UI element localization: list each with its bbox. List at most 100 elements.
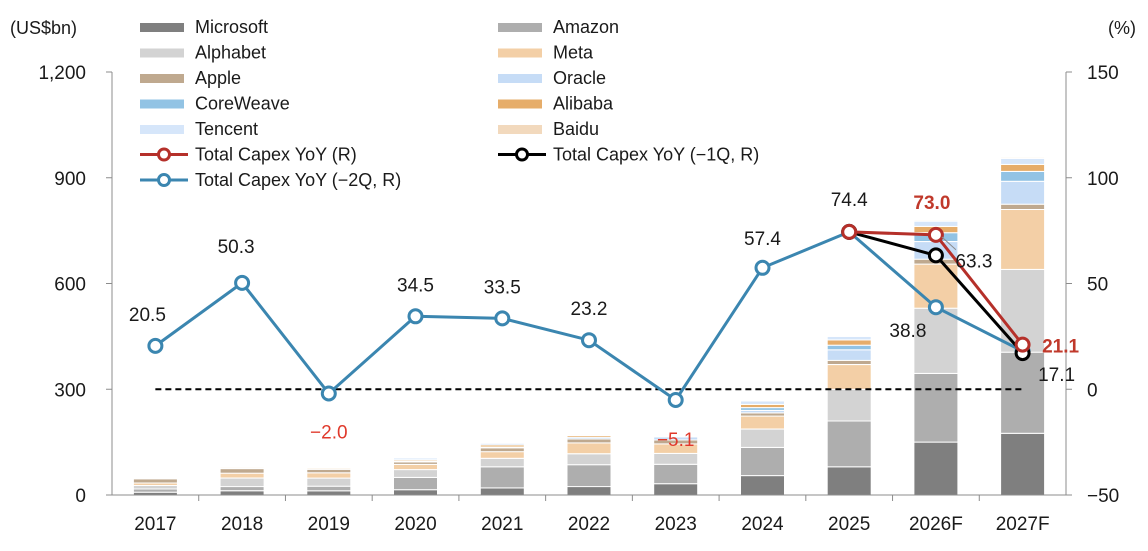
- left-tick-label: 1,200: [38, 63, 86, 84]
- legend-label-alibaba: Alibaba: [553, 94, 614, 114]
- data-label-2026f-9: 73.0: [913, 193, 950, 214]
- left-tick-label: 900: [54, 169, 86, 190]
- x-tick-label-2019: 2019: [308, 514, 350, 535]
- bar-meta-2018: [220, 473, 264, 478]
- bar-alphabet-2018: [220, 478, 264, 487]
- bar-alphabet-2025: [827, 389, 871, 421]
- point-total-capex-yoy-2q-r-2019: [322, 387, 335, 400]
- legend-item-apple: Apple: [140, 68, 241, 88]
- x-tick-label-2021: 2021: [481, 514, 523, 535]
- left-tick-label: 600: [54, 275, 86, 296]
- bar-microsoft-2024: [741, 476, 785, 495]
- bar-alphabet-2019: [307, 478, 351, 486]
- legend-swatch-alphabet: [140, 49, 184, 58]
- bar-alphabet-2023: [654, 453, 698, 464]
- data-label-2024-7: 57.4: [744, 229, 781, 250]
- legend-label-total-capex-yoy-1q-r: Total Capex YoY (−1Q, R): [553, 145, 759, 165]
- bar-oracle-2027f: [1001, 181, 1045, 204]
- x-tick-label-2024: 2024: [741, 514, 784, 535]
- data-label-2022-5: 23.2: [571, 299, 608, 320]
- legend-item-baidu: Baidu: [498, 119, 599, 139]
- x-tick-label-2023: 2023: [655, 514, 697, 535]
- legend-label-apple: Apple: [195, 68, 241, 88]
- bar-amazon-2026f: [914, 373, 958, 442]
- data-label-2018-1: 50.3: [218, 237, 255, 258]
- bar-alphabet-2021: [480, 458, 524, 467]
- legend-swatch-apple: [140, 74, 184, 83]
- bar-oracle-2025: [827, 350, 871, 361]
- bar-meta-2020: [394, 464, 438, 469]
- legend-item-meta: Meta: [498, 43, 594, 63]
- bar-baidu-2024: [741, 400, 785, 401]
- data-label-2017-0: 20.5: [129, 305, 166, 326]
- legend-label-microsoft: Microsoft: [195, 17, 268, 37]
- bar-apple-2017: [133, 479, 177, 483]
- right-tick-label: −50: [1087, 486, 1119, 507]
- data-label-2027f-13: 17.1: [1038, 365, 1075, 386]
- bar-tencent-2025: [827, 336, 871, 340]
- bar-tencent-2026f: [914, 221, 958, 226]
- legend-label-coreweave: CoreWeave: [195, 94, 290, 114]
- legend-item-microsoft: Microsoft: [140, 17, 268, 37]
- bar-apple-2025: [827, 360, 871, 364]
- legend-marker-total-capex-yoy-1q-r: [517, 149, 528, 160]
- legend-swatch-coreweave: [140, 100, 184, 109]
- bar-amazon-2022: [567, 465, 611, 487]
- x-tick-label-2017: 2017: [134, 514, 176, 535]
- legend-item-total-capex-yoy-1q-r: Total Capex YoY (−1Q, R): [498, 145, 759, 165]
- bar-meta-2021: [480, 452, 524, 459]
- legend-swatch-oracle: [498, 74, 542, 83]
- bar-amazon-2021: [480, 467, 524, 488]
- data-label-2023-6: −5.1: [657, 430, 695, 451]
- legend-label-oracle: Oracle: [553, 68, 606, 88]
- bar-microsoft-2026f: [914, 442, 958, 495]
- legend-label-total-capex-yoy-2q-r: Total Capex YoY (−2Q, R): [195, 170, 401, 190]
- bar-alibaba-2025: [827, 340, 871, 345]
- data-label-2021-4: 33.5: [484, 277, 521, 298]
- bar-apple-2019: [307, 469, 351, 473]
- bar-amazon-2024: [741, 447, 785, 475]
- x-tick-label-2027f: 2027F: [996, 514, 1050, 535]
- bar-apple-2027f: [1001, 204, 1045, 209]
- bar-tencent-2024: [741, 401, 785, 405]
- right-tick-label: 150: [1087, 63, 1119, 84]
- bar-alphabet-2020: [394, 470, 438, 478]
- bar-apple-2022: [567, 439, 611, 443]
- left-tick-label: 300: [54, 380, 86, 401]
- point-total-capex-yoy-2q-r-2023: [669, 394, 682, 407]
- bar-amazon-2018: [220, 487, 264, 491]
- x-tick-label-2026f: 2026F: [909, 514, 963, 535]
- legend-swatch-baidu: [498, 125, 542, 134]
- bar-meta-2025: [827, 365, 871, 390]
- legend-label-alphabet: Alphabet: [195, 43, 266, 63]
- legend-label-tencent: Tencent: [195, 119, 258, 139]
- data-label-2026f-10: 63.3: [955, 251, 992, 272]
- legend-label-amazon: Amazon: [553, 17, 619, 37]
- legend: Microsoft Amazon Alphabet Meta Apple Oracle Co…: [140, 17, 759, 190]
- data-label-2025-8: 74.4: [831, 190, 868, 211]
- point-total-capex-yoy-2q-r-2024: [756, 261, 769, 274]
- point-total-capex-yoy-r-2027f: [1016, 338, 1029, 351]
- bar-amazon-2025: [827, 421, 871, 467]
- right-unit-label: (%): [1108, 18, 1136, 38]
- bar-meta-2019: [307, 473, 351, 478]
- bar-meta-2027f: [1001, 210, 1045, 270]
- bar-coreweave-2027f: [1001, 171, 1045, 181]
- bar-microsoft-2025: [827, 467, 871, 495]
- x-tick-label-2018: 2018: [221, 514, 263, 535]
- point-total-capex-yoy-2q-r-2021: [496, 312, 509, 325]
- legend-item-tencent: Tencent: [140, 119, 258, 139]
- left-axis-unit: (US$bn): [10, 18, 77, 38]
- point-total-capex-yoy-1q-r-2026f: [929, 249, 942, 262]
- point-total-capex-yoy-2q-r-2026f: [929, 301, 942, 314]
- legend-item-total-capex-yoy-2q-r: Total Capex YoY (−2Q, R): [140, 170, 401, 190]
- legend-item-total-capex-yoy-r: Total Capex YoY (R): [140, 145, 357, 165]
- left-unit-label: (US$bn): [10, 18, 77, 38]
- bar-baidu-2025: [827, 336, 871, 337]
- legend-item-alphabet: Alphabet: [140, 43, 266, 63]
- x-tick-label-2025: 2025: [828, 514, 870, 535]
- right-tick-label: 50: [1087, 275, 1108, 296]
- legend-swatch-amazon: [498, 23, 542, 32]
- right-tick-label: 0: [1087, 380, 1098, 401]
